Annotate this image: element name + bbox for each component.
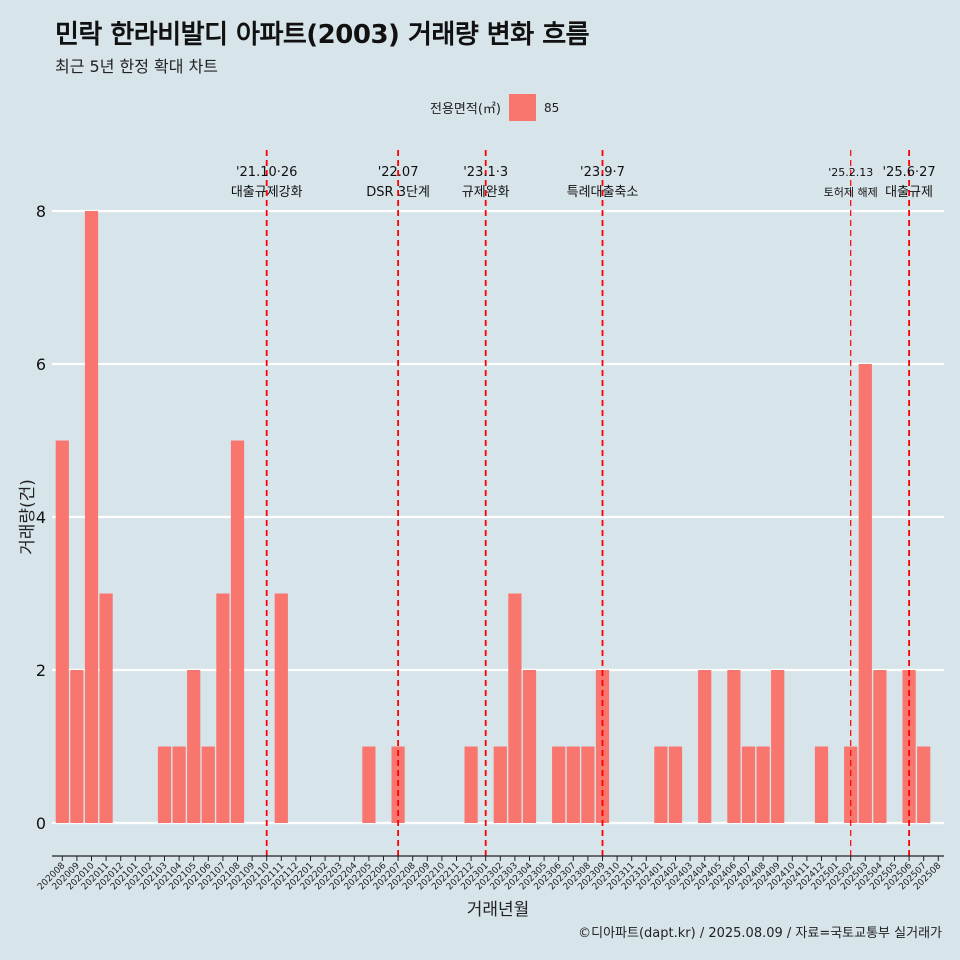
- bar-202212: [464, 746, 478, 823]
- bar-202008: [55, 440, 69, 823]
- bar-202507: [917, 746, 931, 823]
- bar-202409: [771, 670, 785, 823]
- bar-202304: [522, 670, 537, 823]
- bar-202308: [581, 746, 595, 823]
- bar-202306: [552, 746, 566, 823]
- chart-title: 민락 한라비발디 아파트(2003) 거래량 변화 흐름: [55, 20, 590, 50]
- event-lines: '21.10·26 대출규제강화 '22.07 DSR 3단계 '23.1·3 규제완화 '…: [231, 150, 936, 856]
- bar-202401: [654, 746, 668, 823]
- y-tick-label: 0: [36, 814, 46, 833]
- event-label: 대출규제: [885, 185, 933, 200]
- bar-202108: [230, 440, 245, 823]
- bars: [55, 211, 931, 823]
- bar-202104: [172, 746, 186, 823]
- event-date: '23.1·3: [463, 165, 508, 180]
- event-label: 규제완화: [462, 185, 510, 200]
- event-label: DSR 3단계: [366, 185, 430, 200]
- event-date: '25.6·27: [882, 165, 935, 180]
- bar-202503: [858, 364, 872, 823]
- event-date: '25.2.13: [828, 166, 873, 179]
- y-axis-title: 거래량(건): [18, 479, 38, 555]
- y-tick-label: 4: [36, 508, 46, 527]
- event-label: 토허제 해제: [824, 185, 878, 199]
- x-axis-title: 거래년월: [467, 900, 530, 920]
- bar-202105: [187, 670, 201, 823]
- y-tick-label: 2: [36, 661, 46, 680]
- caption: ©디아파트(dapt.kr) / 2025.08.09 / 자료=국토교통부 실…: [578, 926, 942, 941]
- bar-202205: [362, 746, 376, 823]
- bar-202011: [99, 593, 113, 823]
- bar-202412: [814, 746, 829, 823]
- event-date: '21.10·26: [236, 165, 297, 180]
- bar-202407: [741, 746, 756, 823]
- legend-swatch: [508, 94, 536, 121]
- event-date: '23.9·7: [580, 165, 625, 180]
- bar-202106: [201, 746, 215, 823]
- bar-202504: [873, 670, 887, 823]
- y-tick-label: 8: [36, 202, 46, 221]
- legend: 전용면적(㎡) 85: [430, 94, 559, 121]
- bar-202506: [902, 670, 916, 823]
- event-label: 대출규제강화: [231, 185, 303, 200]
- bar-202309: [595, 670, 610, 823]
- bar-202302: [493, 746, 507, 823]
- event-label: 특례대출축소: [567, 185, 639, 200]
- bar-202404: [698, 670, 712, 823]
- bar-202010: [84, 211, 99, 823]
- bar-202107: [216, 593, 230, 823]
- legend-label: 85: [543, 100, 560, 115]
- event-date: '22.07: [378, 165, 419, 180]
- bar-202307: [566, 746, 580, 823]
- y-tick-label: 6: [36, 355, 46, 374]
- bar-202009: [70, 670, 84, 823]
- bar-202111: [274, 593, 288, 823]
- bar-202406: [727, 670, 741, 823]
- gridlines: [52, 209, 944, 825]
- legend-title: 전용면적(㎡): [430, 102, 501, 117]
- x-axis: 2020082020092020102020112020122021012021…: [36, 855, 944, 892]
- bar-202402: [668, 746, 683, 823]
- bar-202408: [756, 746, 770, 823]
- bar-202103: [157, 746, 172, 823]
- bar-202303: [508, 593, 522, 823]
- chart-subtitle: 최근 5년 한정 확대 차트: [55, 57, 219, 76]
- y-axis-ticks: 0 2 4 6 8: [36, 202, 46, 833]
